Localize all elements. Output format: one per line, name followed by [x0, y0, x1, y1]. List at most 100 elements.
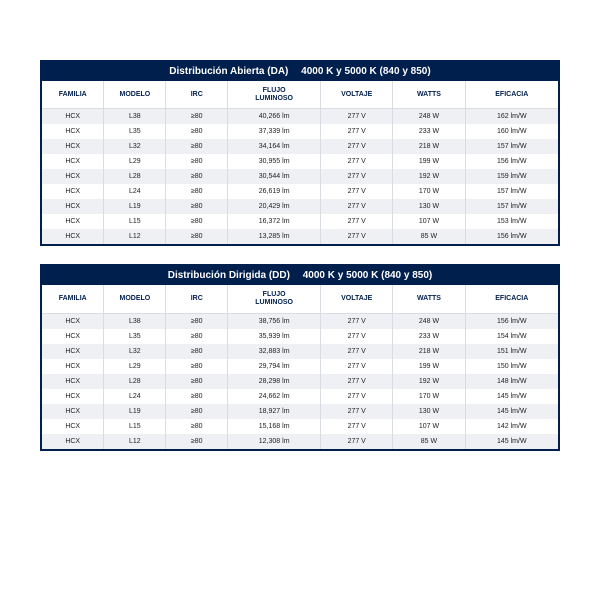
table-cell: 151 lm/W — [465, 344, 558, 359]
table-cell: ≥80 — [166, 169, 228, 184]
table-cell: HCX — [42, 404, 104, 419]
table-cell: 13,285 lm — [228, 229, 321, 244]
table-cell: 32,883 lm — [228, 344, 321, 359]
table-cell: ≥80 — [166, 139, 228, 154]
table-cell: 233 W — [393, 124, 465, 139]
table-cell: 277 V — [321, 109, 393, 125]
col-flujo: FLUJOLUMINOSO — [228, 81, 321, 109]
table-cell: HCX — [42, 313, 104, 329]
col-voltaje: VOLTAJE — [321, 81, 393, 109]
table-cell: 12,308 lm — [228, 434, 321, 449]
table-cell: L24 — [104, 389, 166, 404]
section-da: Distribución Abierta (DA) 4000 K y 5000 … — [40, 60, 560, 246]
table-cell: 153 lm/W — [465, 214, 558, 229]
table-cell: HCX — [42, 419, 104, 434]
table-cell: HCX — [42, 214, 104, 229]
table-cell: L29 — [104, 154, 166, 169]
table-cell: 277 V — [321, 344, 393, 359]
table-cell: L12 — [104, 229, 166, 244]
table-row: HCXL32≥8032,883 lm277 V218 W151 lm/W — [42, 344, 558, 359]
table-cell: 248 W — [393, 313, 465, 329]
table-row: HCXL29≥8029,794 lm277 V199 W150 lm/W — [42, 359, 558, 374]
table-cell: HCX — [42, 184, 104, 199]
table-cell: 156 lm/W — [465, 154, 558, 169]
table-cell: 85 W — [393, 229, 465, 244]
table-cell: 40,266 lm — [228, 109, 321, 125]
table-cell: L15 — [104, 214, 166, 229]
table-cell: HCX — [42, 389, 104, 404]
table-cell: HCX — [42, 139, 104, 154]
table-da-body: HCXL38≥8040,266 lm277 V248 W162 lm/WHCXL… — [42, 109, 558, 245]
table-cell: L19 — [104, 199, 166, 214]
table-cell: 277 V — [321, 329, 393, 344]
table-row: HCXL28≥8028,298 lm277 V192 W148 lm/W — [42, 374, 558, 389]
col-irc: IRC — [166, 285, 228, 313]
table-cell: HCX — [42, 329, 104, 344]
table-header-row: FAMILIA MODELO IRC FLUJOLUMINOSO VOLTAJE… — [42, 81, 558, 109]
table-cell: ≥80 — [166, 434, 228, 449]
table-cell: 218 W — [393, 344, 465, 359]
table-da: FAMILIA MODELO IRC FLUJOLUMINOSO VOLTAJE… — [42, 81, 558, 244]
table-cell: 277 V — [321, 229, 393, 244]
table-row: HCXL35≥8037,339 lm277 V233 W160 lm/W — [42, 124, 558, 139]
table-cell: ≥80 — [166, 154, 228, 169]
table-cell: ≥80 — [166, 419, 228, 434]
table-cell: 277 V — [321, 214, 393, 229]
table-cell: 145 lm/W — [465, 389, 558, 404]
table-cell: L35 — [104, 124, 166, 139]
table-cell: 26,619 lm — [228, 184, 321, 199]
table-cell: 157 lm/W — [465, 184, 558, 199]
table-cell: 30,955 lm — [228, 154, 321, 169]
table-cell: HCX — [42, 169, 104, 184]
table-cell: 154 lm/W — [465, 329, 558, 344]
col-irc: IRC — [166, 81, 228, 109]
table-cell: 277 V — [321, 124, 393, 139]
table-row: HCXL19≥8020,429 lm277 V130 W157 lm/W — [42, 199, 558, 214]
table-row: HCXL35≥8035,939 lm277 V233 W154 lm/W — [42, 329, 558, 344]
table-cell: 277 V — [321, 154, 393, 169]
table-cell: 20,429 lm — [228, 199, 321, 214]
table-cell: HCX — [42, 109, 104, 125]
table-cell: 192 W — [393, 374, 465, 389]
table-cell: ≥80 — [166, 214, 228, 229]
table-cell: ≥80 — [166, 124, 228, 139]
table-cell: 156 lm/W — [465, 229, 558, 244]
table-cell: ≥80 — [166, 313, 228, 329]
col-modelo: MODELO — [104, 285, 166, 313]
table-cell: 277 V — [321, 374, 393, 389]
table-cell: ≥80 — [166, 184, 228, 199]
table-cell: L38 — [104, 109, 166, 125]
table-cell: 107 W — [393, 214, 465, 229]
col-familia: FAMILIA — [42, 285, 104, 313]
table-cell: HCX — [42, 154, 104, 169]
table-row: HCXL19≥8018,927 lm277 V130 W145 lm/W — [42, 404, 558, 419]
table-cell: L35 — [104, 329, 166, 344]
table-row: HCXL15≥8016,372 lm277 V107 W153 lm/W — [42, 214, 558, 229]
table-cell: L19 — [104, 404, 166, 419]
table-cell: HCX — [42, 124, 104, 139]
page: Distribución Abierta (DA) 4000 K y 5000 … — [0, 0, 600, 600]
table-cell: 34,164 lm — [228, 139, 321, 154]
table-cell: HCX — [42, 229, 104, 244]
table-row: HCXL29≥8030,955 lm277 V199 W156 lm/W — [42, 154, 558, 169]
table-cell: 18,927 lm — [228, 404, 321, 419]
table-row: HCXL15≥8015,168 lm277 V107 W142 lm/W — [42, 419, 558, 434]
col-watts: WATTS — [393, 285, 465, 313]
table-cell: HCX — [42, 374, 104, 389]
table-cell: ≥80 — [166, 109, 228, 125]
table-cell: L28 — [104, 169, 166, 184]
table-cell: HCX — [42, 359, 104, 374]
table-cell: L12 — [104, 434, 166, 449]
table-cell: ≥80 — [166, 389, 228, 404]
col-watts: WATTS — [393, 81, 465, 109]
table-cell: 85 W — [393, 434, 465, 449]
table-cell: ≥80 — [166, 404, 228, 419]
table-cell: 277 V — [321, 404, 393, 419]
col-eficacia: EFICACIA — [465, 285, 558, 313]
table-cell: 277 V — [321, 434, 393, 449]
table-cell: 145 lm/W — [465, 434, 558, 449]
col-eficacia: EFICACIA — [465, 81, 558, 109]
table-cell: 170 W — [393, 184, 465, 199]
table-row: HCXL32≥8034,164 lm277 V218 W157 lm/W — [42, 139, 558, 154]
table-cell: 199 W — [393, 359, 465, 374]
